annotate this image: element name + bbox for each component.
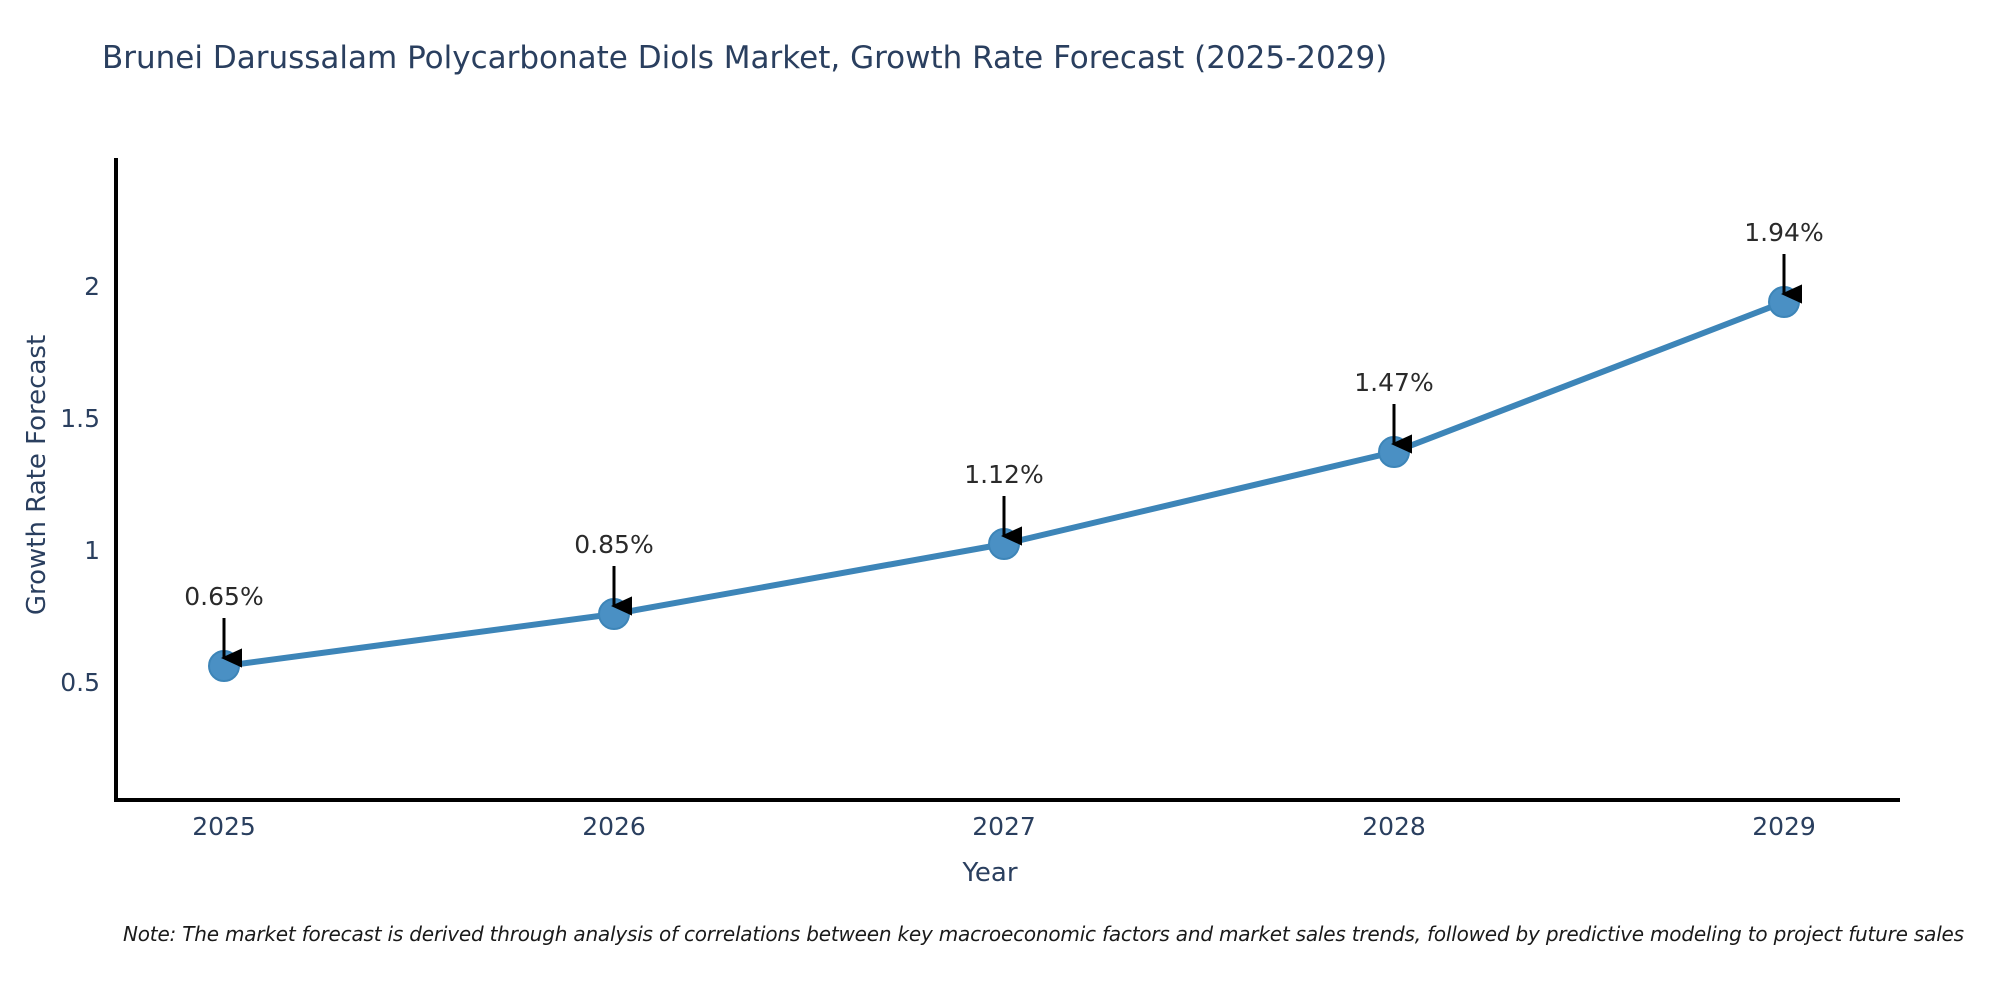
x-tick-label: 2027 — [972, 812, 1036, 841]
x-tick-label: 2028 — [1362, 812, 1426, 841]
y-tick-label: 2 — [84, 272, 100, 301]
chart-title: Brunei Darussalam Polycarbonate Diols Ma… — [102, 40, 1388, 76]
data-point-label: 1.47% — [1354, 368, 1434, 397]
footnote-note: Note: The market forecast is derived thr… — [123, 922, 1964, 946]
x-axis-title: Year — [0, 858, 2000, 888]
x-tick-label: 2026 — [582, 812, 646, 841]
x-tick-label: 2025 — [192, 812, 256, 841]
data-point-label: 0.65% — [184, 582, 264, 611]
y-tick-label: 1 — [84, 536, 100, 565]
data-point-label: 1.12% — [964, 460, 1044, 489]
data-point-label: 0.85% — [574, 530, 654, 559]
y-tick-label: 0.5 — [60, 668, 100, 697]
x-tick-label: 2029 — [1752, 812, 1816, 841]
x-axis-title-text: Year — [962, 858, 1018, 888]
y-tick-label: 1.5 — [60, 404, 100, 433]
data-point-label: 1.94% — [1744, 218, 1824, 247]
